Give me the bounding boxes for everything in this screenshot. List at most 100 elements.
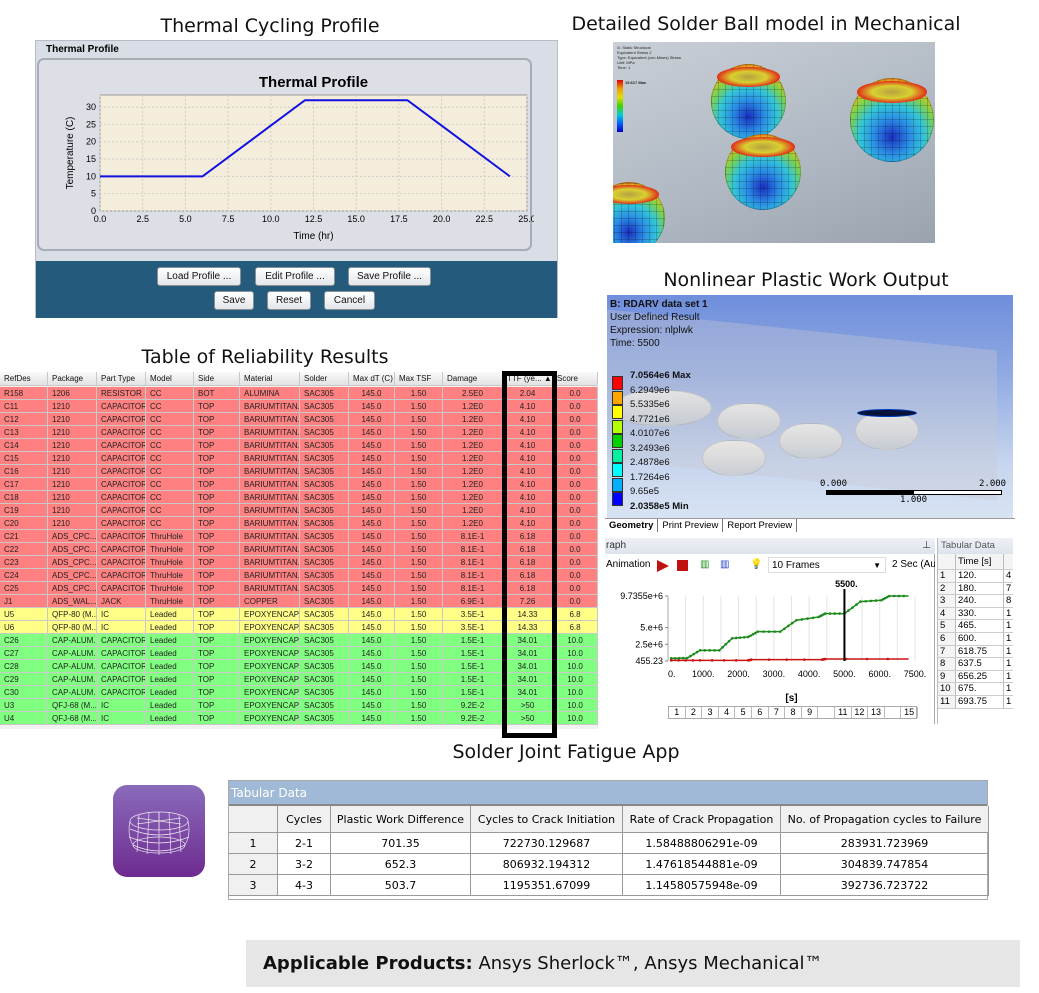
x-tick-label: 2.5 — [136, 214, 149, 224]
play-icon[interactable] — [657, 560, 669, 572]
solder-ball-wireframe-icon — [128, 811, 190, 855]
table-row[interactable]: C27 CAP-ALUM... CAPACITOR Leaded TOP EPOXYENC… — [0, 647, 598, 660]
table-cell: 0.0 — [553, 426, 598, 439]
table-row[interactable]: C23 ADS_CPC... CAPACITOR ThruHole TOP BARIUMT… — [0, 556, 598, 569]
table-row[interactable]: C28 CAP-ALUM... CAPACITOR Leaded TOP EPOXYENC… — [0, 660, 598, 673]
column-header-material[interactable]: Material — [240, 372, 300, 386]
result-frames-icon[interactable]: ▥ — [720, 559, 730, 570]
load-profile-button[interactable]: Load Profile ... — [157, 267, 241, 286]
tab-print-preview[interactable]: Print Preview — [658, 519, 724, 532]
table-row[interactable]: C21 ADS_CPC... CAPACITOR ThruHole TOP BARIUMT… — [0, 530, 598, 543]
duration-dropdown[interactable]: 2 Sec (Auto — [892, 559, 935, 570]
table-cell: 1.50 — [395, 686, 443, 699]
table-row[interactable]: C12 1210 CAPACITOR CC TOP BARIUMTITAN... SAC30… — [0, 413, 598, 426]
solder-joint-fatigue-app-icon[interactable] — [113, 785, 205, 877]
column-header-max-dt-c[interactable]: Max dT (C) — [349, 372, 395, 386]
table-row[interactable]: C22 ADS_CPC... CAPACITOR ThruHole TOP BARIUMT… — [0, 543, 598, 556]
frame-button[interactable]: 11 — [835, 707, 852, 718]
series-point — [785, 658, 788, 661]
table-row[interactable]: U3 QFJ-68 (M... IC Leaded TOP EPOXYENCAP... SA… — [0, 699, 598, 712]
pin-icon[interactable]: ⊥ — [922, 540, 931, 551]
table-cell: 10.0 — [553, 647, 598, 660]
table-row[interactable]: C20 1210 CAPACITOR CC TOP BARIUMTITAN... SAC30… — [0, 517, 598, 530]
column-header-model[interactable]: Model — [146, 372, 194, 386]
table-cell: 1.50 — [395, 478, 443, 491]
table-row[interactable]: C30 CAP-ALUM... CAPACITOR Leaded TOP EPOXYENC… — [0, 686, 598, 699]
table-cell: C20 — [0, 517, 48, 530]
table-cell: Leaded — [146, 647, 194, 660]
frame-button[interactable]: 12 — [852, 707, 869, 718]
series-point — [685, 656, 689, 660]
reset-button[interactable]: Reset — [267, 291, 311, 310]
save-profile-button[interactable]: Save Profile ... — [348, 267, 431, 286]
table-header-row: Cycles Plastic Work Difference Cycles to C… — [229, 806, 989, 833]
table-row[interactable]: C25 ADS_CPC... CAPACITOR ThruHole TOP BARIUMT… — [0, 582, 598, 595]
series-line — [671, 595, 909, 660]
tab-report-preview[interactable]: Report Preview — [723, 519, 798, 532]
table-cell: 0.0 — [553, 491, 598, 504]
column-header-refdes[interactable]: RefDes — [0, 372, 48, 386]
column-header-package[interactable]: Package — [48, 372, 97, 386]
frame-button[interactable]: 15 — [901, 707, 918, 718]
frame-button[interactable]: 9 — [802, 707, 819, 718]
table-cell: 1206 — [48, 387, 97, 400]
tab-geometry[interactable]: Geometry — [605, 519, 659, 532]
table-row[interactable]: C13 1210 CAPACITOR CC TOP BARIUMTITAN... SAC30… — [0, 426, 598, 439]
frame-button[interactable]: 7 — [769, 707, 786, 718]
y-tick-label: 5 — [91, 189, 96, 199]
column-header-side[interactable]: Side — [194, 372, 240, 386]
table-cell: BARIUMTITAN... — [240, 413, 300, 426]
table-cell: 145.0 — [349, 530, 395, 543]
lightbulb-icon[interactable]: 💡 — [750, 559, 763, 570]
table-cell: BARIUMTITAN... — [240, 465, 300, 478]
x-tick-label: 7500. — [904, 669, 927, 679]
table-row[interactable]: C29 CAP-ALUM... CAPACITOR Leaded TOP EPOXYENC… — [0, 673, 598, 686]
table-row[interactable]: U5 QFP-80 (M... IC Leaded TOP EPOXYENCAP... SA… — [0, 608, 598, 621]
table-cell: CC — [146, 400, 194, 413]
table-row[interactable]: C24 ADS_CPC... CAPACITOR ThruHole TOP BARIUMT… — [0, 569, 598, 582]
table-cell: 1210 — [48, 413, 97, 426]
frame-button[interactable]: 3 — [702, 707, 719, 718]
table-row[interactable]: C18 1210 CAPACITOR CC TOP BARIUMTITAN... SAC30… — [0, 491, 598, 504]
edit-profile-button[interactable]: Edit Profile ... — [255, 267, 335, 286]
cancel-button[interactable]: Cancel — [324, 291, 375, 310]
table-cell: 1.5E-1 — [443, 634, 503, 647]
table-cell: 145.0 — [349, 673, 395, 686]
column-header-score[interactable]: Score — [553, 372, 598, 386]
table-row[interactable]: C19 1210 CAPACITOR CC TOP BARIUMTITAN... SAC30… — [0, 504, 598, 517]
frame-button[interactable]: 1 — [669, 707, 686, 718]
frame-button[interactable] — [818, 707, 835, 718]
frame-button[interactable]: 13 — [868, 707, 885, 718]
y-tick-label: 15 — [86, 154, 96, 164]
series-point — [882, 597, 885, 601]
table-cell: TOP — [194, 634, 240, 647]
table-row[interactable]: R158 1206 RESISTOR CC BOT ALUMINA SAC305 145.0 1… — [0, 387, 598, 400]
fatigue-tabular-data: Tabular Data Cycles Plastic Work Differen… — [228, 780, 989, 900]
frame-button[interactable]: 4 — [719, 707, 736, 718]
table-row[interactable]: U6 QFP-80 (M... IC Leaded TOP EPOXYENCAP... SA… — [0, 621, 598, 634]
frame-button[interactable]: 8 — [785, 707, 802, 718]
table-cell: 3 — [938, 595, 956, 608]
table-cell: 0.0 — [553, 582, 598, 595]
save-button[interactable]: Save — [214, 291, 254, 310]
column-header-part-type[interactable]: Part Type — [97, 372, 146, 386]
frames-dropdown[interactable]: 10 Frames ▼ — [768, 557, 886, 573]
series-point — [884, 596, 887, 600]
stop-icon[interactable] — [677, 560, 688, 571]
table-cell: TOP — [194, 556, 240, 569]
table-row[interactable]: C15 1210 CAPACITOR CC TOP BARIUMTITAN... SAC30… — [0, 452, 598, 465]
frame-button[interactable] — [885, 707, 902, 718]
distributed-frames-icon[interactable]: ▥ — [700, 559, 710, 570]
table-row[interactable]: C14 1210 CAPACITOR CC TOP BARIUMTITAN... SAC30… — [0, 439, 598, 452]
column-header-max-tsf[interactable]: Max TSF — [395, 372, 443, 386]
table-row[interactable]: C26 CAP-ALUM... CAPACITOR Leaded TOP EPOXYENC… — [0, 634, 598, 647]
table-row[interactable]: C11 1210 CAPACITOR CC TOP BARIUMTITAN... SAC30… — [0, 400, 598, 413]
column-header-solder[interactable]: Solder — [300, 372, 349, 386]
frame-button[interactable]: 2 — [686, 707, 703, 718]
frame-button[interactable]: 5 — [735, 707, 752, 718]
frame-button[interactable]: 6 — [752, 707, 769, 718]
table-row[interactable]: J1 ADS_WAL... JACK ThruHole TOP COPPER SAC305 1… — [0, 595, 598, 608]
table-row[interactable]: C16 1210 CAPACITOR CC TOP BARIUMTITAN... SAC30… — [0, 465, 598, 478]
column-header-damage[interactable]: Damage — [443, 372, 503, 386]
table-row[interactable]: C17 1210 CAPACITOR CC TOP BARIUMTITAN... SAC30… — [0, 478, 598, 491]
